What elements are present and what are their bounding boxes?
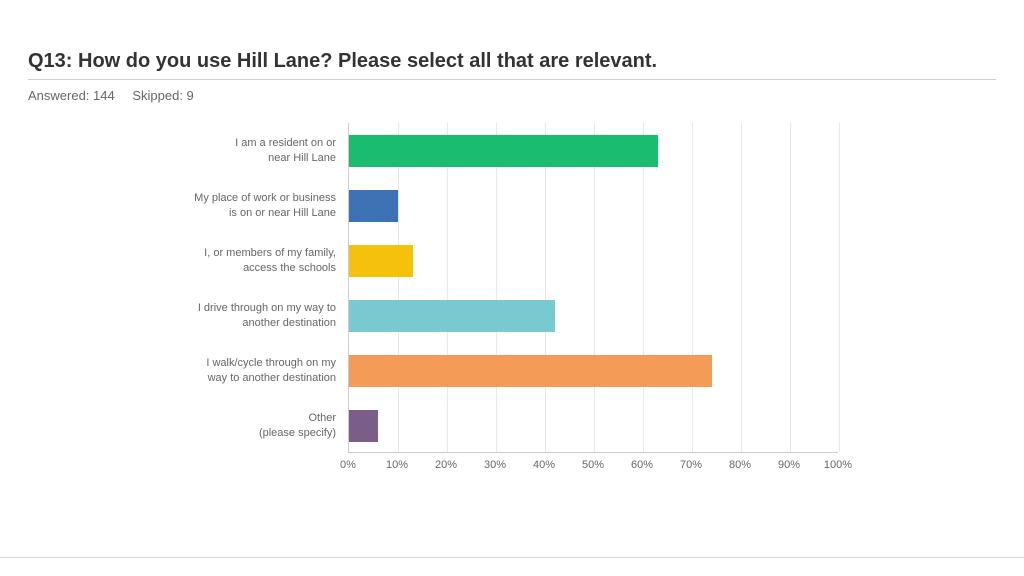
category-label-line: I walk/cycle through on my	[206, 356, 336, 371]
bar-row	[349, 233, 838, 288]
bar-row	[349, 288, 838, 343]
skipped-count: Skipped: 9	[132, 88, 193, 103]
category-label-line: I, or members of my family,	[204, 246, 336, 261]
category-label-line: My place of work or business	[194, 191, 336, 206]
category-label-line: is on or near Hill Lane	[229, 206, 336, 221]
x-tick-label: 30%	[484, 459, 506, 471]
bar	[349, 190, 398, 222]
category-label-line: way to another destination	[208, 371, 336, 386]
x-tick-label: 20%	[435, 459, 457, 471]
x-tick-label: 0%	[340, 459, 356, 471]
answered-count: Answered: 144	[28, 88, 115, 103]
bar-row	[349, 343, 838, 398]
bar	[349, 300, 555, 332]
response-stats: Answered: 144 Skipped: 9	[28, 88, 996, 103]
category-label-line: access the schools	[243, 261, 336, 276]
bar-row	[349, 178, 838, 233]
x-tick-label: 10%	[386, 459, 408, 471]
category-label-line: I drive through on my way to	[198, 301, 336, 316]
bar	[349, 410, 378, 442]
category-label-line: Other	[308, 411, 336, 426]
bar	[349, 355, 712, 387]
x-tick-label: 50%	[582, 459, 604, 471]
category-label: I walk/cycle through on myway to another…	[168, 343, 336, 398]
grid-line	[839, 123, 840, 452]
category-label: I drive through on my way toanother dest…	[168, 288, 336, 343]
x-tick-label: 40%	[533, 459, 555, 471]
bar-row	[349, 398, 838, 453]
category-label: I am a resident on ornear Hill Lane	[168, 123, 336, 178]
category-label: Other(please specify)	[168, 398, 336, 453]
bar-chart: I am a resident on ornear Hill LaneMy pl…	[28, 123, 996, 477]
category-label: I, or members of my family,access the sc…	[168, 233, 336, 288]
category-label-line: I am a resident on or	[235, 136, 336, 151]
x-tick-label: 70%	[680, 459, 702, 471]
plot-area	[348, 123, 838, 453]
category-label-line: another destination	[242, 316, 336, 331]
category-label: My place of work or businessis on or nea…	[168, 178, 336, 233]
survey-question-block: Q13: How do you use Hill Lane? Please se…	[0, 0, 1024, 477]
category-label-line: (please specify)	[259, 426, 336, 441]
x-tick-label: 80%	[729, 459, 751, 471]
bar	[349, 135, 658, 167]
bar-row	[349, 123, 838, 178]
x-tick-label: 60%	[631, 459, 653, 471]
y-axis-labels: I am a resident on ornear Hill LaneMy pl…	[168, 123, 348, 453]
x-tick-label: 100%	[824, 459, 852, 471]
category-label-line: near Hill Lane	[268, 151, 336, 166]
bar	[349, 245, 413, 277]
title-divider	[28, 79, 996, 80]
plot-column: 0%10%20%30%40%50%60%70%80%90%100%	[348, 123, 838, 477]
question-title: Q13: How do you use Hill Lane? Please se…	[28, 50, 996, 73]
x-axis: 0%10%20%30%40%50%60%70%80%90%100%	[348, 453, 838, 477]
x-tick-label: 90%	[778, 459, 800, 471]
page-bottom-rule	[0, 557, 1024, 558]
